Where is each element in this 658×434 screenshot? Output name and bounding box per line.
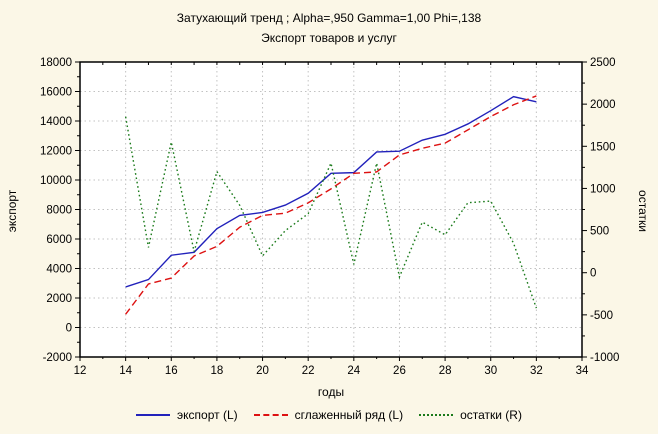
legend-label-export: экспорт (L) [177,408,238,422]
svg-text:6000: 6000 [46,234,72,246]
legend: экспорт (L) сглаженный ряд (L) остатки (… [0,408,658,422]
svg-text:28: 28 [439,365,452,377]
svg-text:1500: 1500 [590,141,616,153]
svg-text:12000: 12000 [40,146,72,158]
svg-text:18: 18 [211,365,224,377]
svg-text:22: 22 [302,365,315,377]
svg-text:1000: 1000 [590,183,616,195]
svg-text:12: 12 [74,365,87,377]
series-line-1 [125,95,537,315]
svg-text:16: 16 [165,365,178,377]
svg-text:20: 20 [256,365,269,377]
legend-item-export: экспорт (L) [136,408,238,422]
legend-item-residuals: остатки (R) [419,408,522,422]
legend-item-smoothed: сглаженный ряд (L) [253,408,404,422]
chart-title: Затухающий тренд ; Alpha=,950 Gamma=1,00… [176,11,482,25]
svg-text:26: 26 [393,365,406,377]
legend-line-sample-dashed-icon [253,414,288,416]
svg-text:24: 24 [347,365,360,377]
legend-line-sample-dotted-icon [419,414,454,416]
y-axis-left-tick-labels: -2000 0 2000 4000 6000 8000 10000 12000 14000 160… [40,57,72,364]
svg-text:18000: 18000 [40,57,72,69]
svg-text:14: 14 [119,365,132,377]
svg-text:10000: 10000 [40,175,72,187]
legend-label-residuals: остатки (R) [460,408,522,422]
svg-text:8000: 8000 [46,205,72,217]
svg-text:4000: 4000 [46,264,72,276]
svg-text:2000: 2000 [590,99,616,111]
legend-line-sample-solid-icon [136,414,171,416]
svg-text:32: 32 [530,365,543,377]
svg-text:14000: 14000 [40,116,72,128]
svg-text:34: 34 [576,365,589,377]
svg-text:0: 0 [66,323,72,335]
svg-text:30: 30 [484,365,497,377]
x-axis-title: годы [317,385,345,399]
svg-text:-500: -500 [590,310,613,322]
svg-text:16000: 16000 [40,87,72,99]
svg-text:-1000: -1000 [590,352,619,364]
chart-subtitle: Экспорт товаров и услуг [261,31,397,45]
plot-area [80,62,582,357]
svg-text:-2000: -2000 [43,352,72,364]
y-axis-left-title: экспорт [5,189,19,233]
svg-text:0: 0 [590,268,596,280]
series-line-2 [124,116,538,309]
y-axis-right-tick-labels: -1000 -500 0 500 1000 1500 2000 2500 [590,57,619,364]
series-line-0 [125,95,537,288]
svg-text:500: 500 [590,226,609,238]
svg-text:2000: 2000 [46,293,72,305]
svg-text:2500: 2500 [590,57,616,69]
axis-ticks [75,61,587,361]
y-axis-right-title: остатки [636,190,650,232]
legend-label-smoothed: сглаженный ряд (L) [294,408,404,422]
x-axis-tick-labels: 12 14 16 18 20 22 24 26 28 30 32 34 [74,365,589,377]
